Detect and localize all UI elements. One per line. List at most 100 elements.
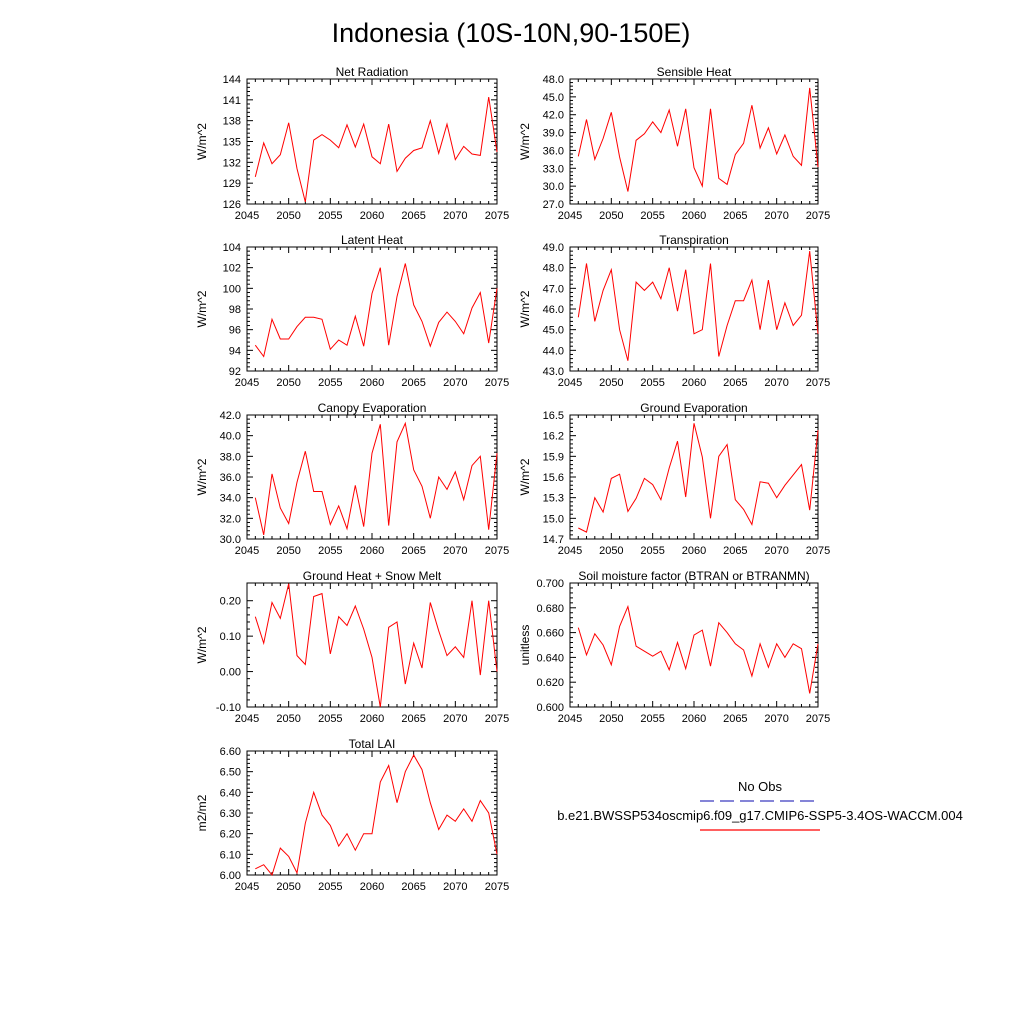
y-tick-label: 135 bbox=[223, 137, 241, 149]
x-tick-label: 2055 bbox=[640, 545, 664, 557]
legend-model-label: b.e21.BWSSP534oscmip6.f09_g17.CMIP6-SSP5… bbox=[557, 808, 963, 823]
y-tick-label: 48.0 bbox=[543, 263, 564, 275]
x-tick-label: 2045 bbox=[235, 881, 259, 893]
y-tick-label: 94 bbox=[229, 345, 241, 357]
y-tick-label: 30.0 bbox=[220, 534, 241, 546]
y-tick-label: 16.2 bbox=[543, 431, 564, 443]
y-tick-label: 47.0 bbox=[543, 283, 564, 295]
y-tick-label: 36.0 bbox=[543, 145, 564, 157]
x-tick-label: 2070 bbox=[443, 377, 467, 389]
y-tick-label: 45.0 bbox=[543, 325, 564, 337]
y-tick-label: 15.0 bbox=[543, 513, 564, 525]
x-tick-label: 2045 bbox=[558, 713, 582, 725]
x-tick-label: 2050 bbox=[599, 545, 623, 557]
y-axis-label: W/m^2 bbox=[195, 626, 209, 663]
panel-title: Sensible Heat bbox=[657, 65, 732, 79]
y-tick-label: 144 bbox=[223, 74, 241, 86]
x-tick-label: 2060 bbox=[682, 713, 706, 725]
y-tick-label: 6.20 bbox=[220, 829, 241, 841]
x-tick-label: 2060 bbox=[682, 545, 706, 557]
plot-frame bbox=[569, 414, 819, 540]
x-tick-label: 2055 bbox=[640, 713, 664, 725]
y-tick-label: 0.660 bbox=[536, 628, 564, 640]
x-tick-label: 2050 bbox=[276, 881, 300, 893]
y-tick-label: 96 bbox=[229, 325, 241, 337]
chart-panel-5: Canopy Evaporation W/m^2 2045 2050 2055 2060 2… bbox=[195, 401, 509, 557]
chart-panel-1: Net Radiation W/m^2 2045 2050 2055 2060 2065 20… bbox=[195, 65, 509, 222]
x-tick-label: 2055 bbox=[640, 210, 664, 222]
y-tick-label: 46.0 bbox=[543, 304, 564, 316]
y-tick-label: 36.0 bbox=[220, 472, 241, 484]
y-tick-label: 6.40 bbox=[220, 787, 241, 799]
x-tick-label: 2055 bbox=[318, 210, 342, 222]
y-tick-label: 0.00 bbox=[220, 667, 241, 679]
x-tick-label: 2050 bbox=[276, 545, 300, 557]
chart-panels: Net Radiation W/m^2 2045 2050 2055 2060 2065 20… bbox=[195, 65, 830, 893]
y-tick-label: 0.620 bbox=[536, 677, 564, 689]
y-axis-label: unitless bbox=[518, 625, 532, 666]
y-tick-label: 92 bbox=[229, 366, 241, 378]
panel-title: Latent Heat bbox=[341, 233, 404, 247]
series-line bbox=[577, 604, 819, 694]
x-tick-label: 2045 bbox=[235, 713, 259, 725]
y-tick-label: 43.0 bbox=[543, 366, 564, 378]
panel-title: Net Radiation bbox=[336, 65, 409, 79]
y-tick-label: 40.0 bbox=[220, 431, 241, 443]
y-tick-label: 15.3 bbox=[543, 493, 564, 505]
plot-frame bbox=[246, 414, 498, 540]
panel-title: Transpiration bbox=[659, 233, 729, 247]
series-line bbox=[578, 423, 819, 533]
y-tick-label: 6.00 bbox=[220, 870, 241, 882]
x-tick-label: 2050 bbox=[599, 210, 623, 222]
y-tick-label: 0.700 bbox=[536, 578, 564, 590]
chart-panel-6: Ground Evaporation W/m^2 2045 2050 2055 2060 2… bbox=[518, 401, 830, 557]
x-tick-label: 2070 bbox=[443, 210, 467, 222]
x-tick-label: 2060 bbox=[360, 210, 384, 222]
x-tick-label: 2045 bbox=[558, 545, 582, 557]
y-tick-label: 0.600 bbox=[536, 702, 564, 714]
plot-frame bbox=[246, 750, 498, 876]
y-tick-label: 42.0 bbox=[543, 110, 564, 122]
y-axis-label: W/m^2 bbox=[195, 290, 209, 327]
y-axis-label: m2/m2 bbox=[195, 794, 209, 831]
y-tick-label: 38.0 bbox=[220, 451, 241, 463]
x-tick-label: 2060 bbox=[360, 881, 384, 893]
x-tick-label: 2075 bbox=[806, 210, 830, 222]
x-tick-label: 2045 bbox=[558, 210, 582, 222]
x-tick-label: 2075 bbox=[485, 377, 509, 389]
x-tick-label: 2045 bbox=[558, 377, 582, 389]
y-tick-label: 98 bbox=[229, 304, 241, 316]
x-tick-label: 2060 bbox=[682, 377, 706, 389]
plot-frame bbox=[246, 78, 498, 205]
x-tick-label: 2055 bbox=[318, 377, 342, 389]
x-tick-label: 2050 bbox=[599, 713, 623, 725]
x-tick-label: 2075 bbox=[485, 210, 509, 222]
chart-panel-4: Transpiration W/m^2 2045 2050 2055 2060 2065 20… bbox=[518, 233, 830, 389]
x-tick-label: 2060 bbox=[682, 210, 706, 222]
chart-panel-9: Total LAI m2/m2 2045 2050 2055 2060 2065 2070 20… bbox=[195, 737, 509, 893]
y-tick-label: 141 bbox=[223, 95, 241, 107]
x-tick-label: 2065 bbox=[723, 210, 747, 222]
panel-title: Ground Heat + Snow Melt bbox=[303, 569, 442, 583]
series-line bbox=[254, 97, 498, 203]
x-tick-label: 2065 bbox=[723, 377, 747, 389]
x-tick-label: 2075 bbox=[806, 377, 830, 389]
chart-panel-7: Ground Heat + Snow Melt W/m^2 2045 2050 2055… bbox=[195, 569, 509, 725]
x-tick-label: 2075 bbox=[485, 881, 509, 893]
plot-frame bbox=[569, 246, 819, 372]
legend: No Obs b.e21.BWSSP534oscmip6.f09_g17.CMI… bbox=[557, 779, 963, 831]
y-tick-label: 30.0 bbox=[543, 181, 564, 193]
y-tick-label: 14.7 bbox=[543, 534, 564, 546]
y-tick-label: 33.0 bbox=[543, 163, 564, 175]
x-tick-label: 2060 bbox=[360, 713, 384, 725]
y-tick-label: 6.50 bbox=[220, 767, 241, 779]
chart-panel-3: Latent Heat W/m^2 2045 2050 2055 2060 2065 2070… bbox=[195, 233, 509, 389]
plot-frame bbox=[569, 582, 819, 708]
plot-frame bbox=[246, 246, 498, 372]
x-tick-label: 2045 bbox=[235, 377, 259, 389]
figure-title: Indonesia (10S-10N,90-150E) bbox=[332, 18, 691, 48]
x-tick-label: 2045 bbox=[235, 210, 259, 222]
y-tick-label: 100 bbox=[223, 283, 241, 295]
series-line bbox=[254, 421, 498, 536]
